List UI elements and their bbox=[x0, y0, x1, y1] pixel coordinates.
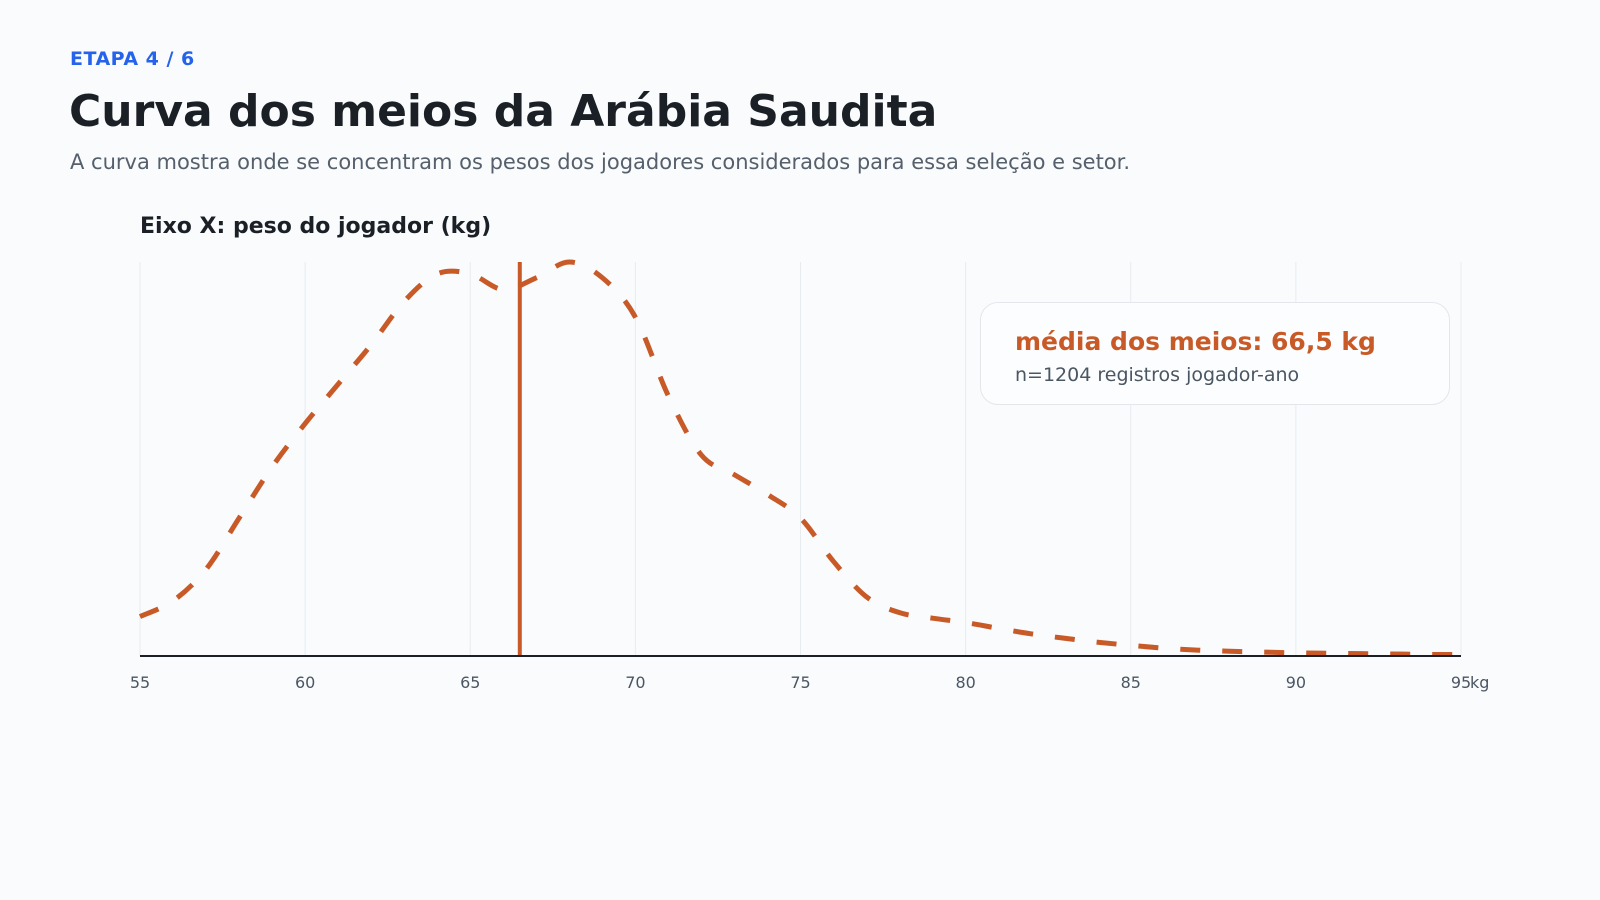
mean-value-text: média dos meios: 66,5 kg bbox=[1015, 327, 1376, 356]
x-tick-label-55: 55 bbox=[130, 673, 150, 692]
x-tick-label-90: 90 bbox=[1286, 673, 1306, 692]
x-tick-label-75: 75 bbox=[790, 673, 810, 692]
x-tick-label-80: 80 bbox=[955, 673, 975, 692]
x-tick-label-95: 95 bbox=[1451, 673, 1471, 692]
x-tick-label-70: 70 bbox=[625, 673, 645, 692]
page-subtitle: A curva mostra onde se concentram os pes… bbox=[70, 150, 1131, 174]
step-indicator: ETAPA 4 / 6 bbox=[70, 48, 195, 70]
mean-annotation-card: média dos meios: 66,5 kg n=1204 registro… bbox=[980, 302, 1450, 405]
density-curve bbox=[138, 259, 1462, 657]
x-tick-label-85: 85 bbox=[1121, 673, 1141, 692]
x-unit-label: kg bbox=[1470, 673, 1489, 692]
sample-count-text: n=1204 registros jogador-ano bbox=[1015, 364, 1300, 386]
page-title: Curva dos meios da Arábia Saudita bbox=[69, 86, 938, 137]
gridlines bbox=[139, 262, 1462, 656]
x-tick-label-65: 65 bbox=[460, 673, 480, 692]
x-tick-label-60: 60 bbox=[295, 673, 315, 692]
x-axis-title: Eixo X: peso do jogador (kg) bbox=[140, 214, 492, 239]
density-curve-layer bbox=[138, 259, 1462, 657]
